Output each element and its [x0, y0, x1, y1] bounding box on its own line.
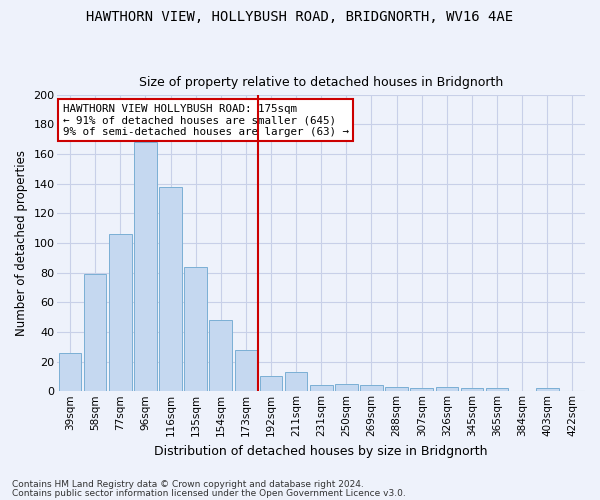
Bar — [260, 376, 282, 392]
Bar — [84, 274, 106, 392]
Y-axis label: Number of detached properties: Number of detached properties — [15, 150, 28, 336]
Bar — [134, 142, 157, 392]
Bar — [436, 387, 458, 392]
Bar — [209, 320, 232, 392]
Bar — [235, 350, 257, 392]
Bar — [536, 388, 559, 392]
Text: Contains HM Land Registry data © Crown copyright and database right 2024.: Contains HM Land Registry data © Crown c… — [12, 480, 364, 489]
X-axis label: Distribution of detached houses by size in Bridgnorth: Distribution of detached houses by size … — [154, 444, 488, 458]
Bar — [285, 372, 307, 392]
Text: HAWTHORN VIEW HOLLYBUSH ROAD: 175sqm
← 91% of detached houses are smaller (645)
: HAWTHORN VIEW HOLLYBUSH ROAD: 175sqm ← 9… — [63, 104, 349, 137]
Title: Size of property relative to detached houses in Bridgnorth: Size of property relative to detached ho… — [139, 76, 503, 90]
Bar — [109, 234, 131, 392]
Bar — [159, 186, 182, 392]
Bar — [486, 388, 508, 392]
Bar — [360, 386, 383, 392]
Bar — [385, 387, 408, 392]
Bar — [59, 352, 82, 392]
Bar — [410, 388, 433, 392]
Bar — [184, 267, 207, 392]
Bar — [461, 388, 483, 392]
Bar — [310, 386, 332, 392]
Text: Contains public sector information licensed under the Open Government Licence v3: Contains public sector information licen… — [12, 490, 406, 498]
Bar — [335, 384, 358, 392]
Text: HAWTHORN VIEW, HOLLYBUSH ROAD, BRIDGNORTH, WV16 4AE: HAWTHORN VIEW, HOLLYBUSH ROAD, BRIDGNORT… — [86, 10, 514, 24]
